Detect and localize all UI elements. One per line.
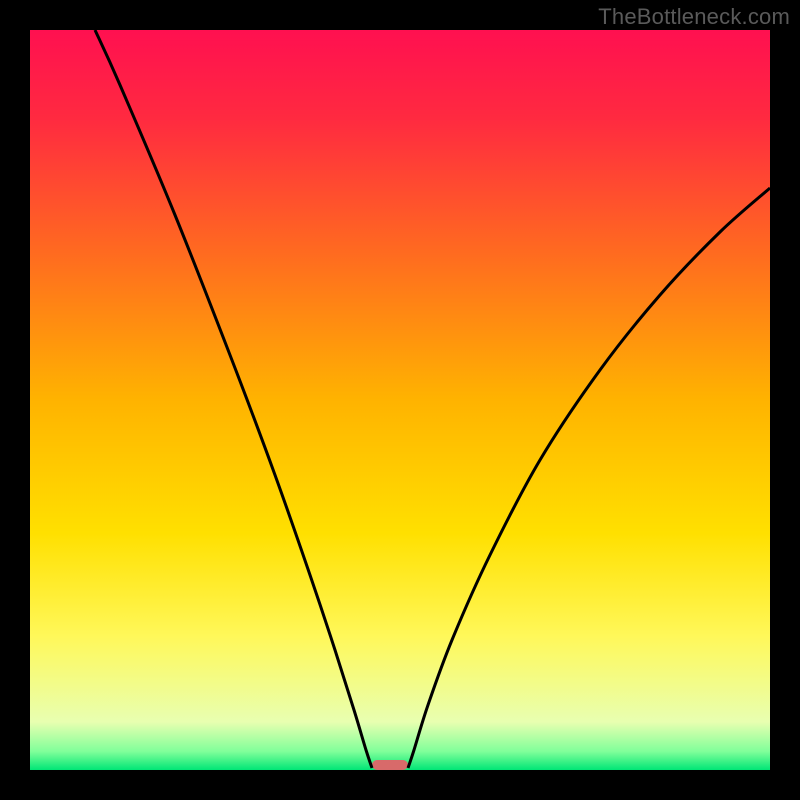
zero-marker [372,760,408,770]
watermark-text: TheBottleneck.com [598,4,790,30]
plot-background [30,30,770,770]
bottleneck-curve-chart [0,0,800,800]
chart-container: TheBottleneck.com [0,0,800,800]
